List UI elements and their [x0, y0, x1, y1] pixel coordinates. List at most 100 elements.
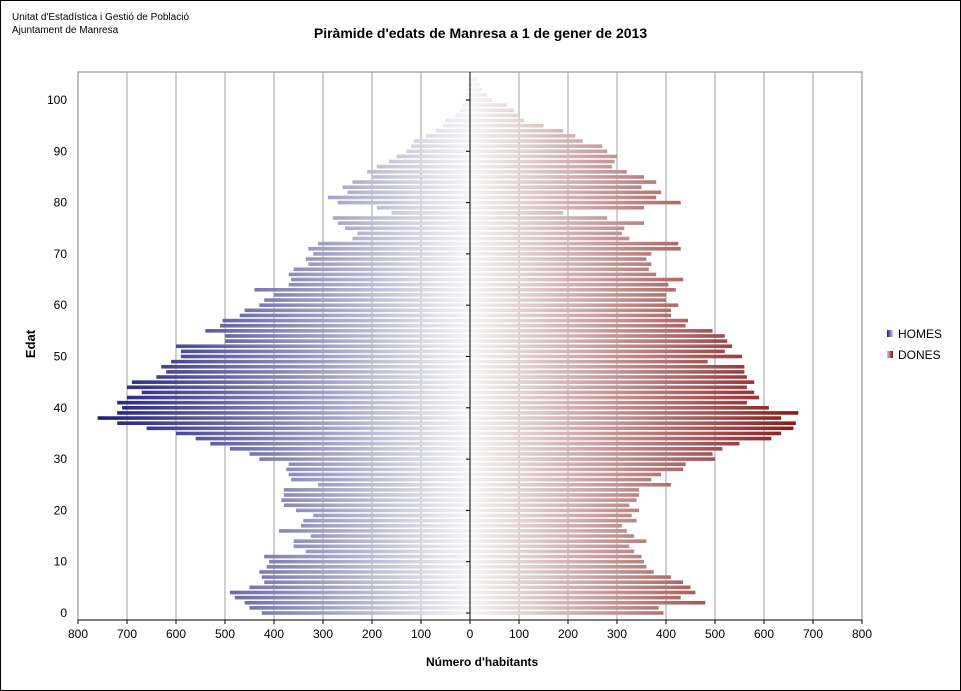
x-tick-label: 400	[656, 627, 676, 641]
bar-homes-age-56	[220, 323, 470, 328]
bar-dones-age-56	[470, 323, 686, 328]
bar-dones-age-51	[470, 349, 725, 354]
bar-dones-age-73	[470, 236, 630, 241]
bar-dones-age-43	[470, 390, 755, 395]
bar-homes-age-36	[146, 426, 470, 431]
bar-dones-age-63	[470, 288, 676, 292]
bar-dones-age-15	[470, 534, 635, 538]
bar-dones-age-35	[470, 431, 782, 436]
bar-dones-age-16	[470, 529, 627, 533]
x-tick-label: 700	[117, 627, 137, 641]
x-tick-label: 300	[313, 627, 333, 641]
bar-homes-age-87	[376, 164, 470, 169]
axes: 800 700 600 500 400 300 200 100 0 100 200 300 400 500…	[47, 72, 872, 641]
y-tick-label: 100	[47, 93, 67, 107]
bar-homes-age-86	[367, 170, 470, 174]
bar-homes-age-11	[264, 554, 470, 559]
x-tick-label: 100	[509, 627, 529, 641]
bar-dones-age-87	[470, 164, 613, 169]
x-tick-label: 400	[264, 627, 284, 641]
bar-homes-age-47	[166, 370, 470, 374]
bar-homes-age-42	[127, 395, 470, 400]
bar-homes-age-84	[352, 180, 470, 184]
bar-dones-age-64	[470, 282, 669, 287]
y-axis-label: Edat	[23, 329, 38, 358]
bar-homes-age-41	[117, 400, 470, 405]
bar-homes-age-52	[176, 344, 470, 349]
bar-homes-age-79	[376, 205, 470, 210]
bar-homes-age-16	[278, 529, 470, 533]
bar-homes-age-104	[468, 77, 470, 82]
bar-dones-age-41	[470, 400, 747, 405]
bar-homes-age-68	[308, 262, 470, 266]
bar-dones-age-66	[470, 272, 657, 277]
bar-dones-age-88	[470, 159, 615, 164]
y-tick-label: 50	[54, 350, 68, 364]
bar-dones-age-60	[470, 303, 679, 307]
bar-dones-age-83	[470, 185, 642, 190]
bar-homes-age-19	[313, 513, 470, 518]
bar-dones-age-31	[470, 452, 713, 456]
bar-homes-age-69	[305, 257, 470, 261]
bar-dones-age-86	[470, 170, 627, 174]
bar-dones-age-54	[470, 334, 725, 338]
bar-dones-age-8	[470, 570, 654, 574]
bar-dones-age-3	[470, 595, 681, 600]
bar-dones-age-82	[470, 190, 662, 195]
bar-dones-age-21	[470, 503, 630, 508]
bar-homes-age-91	[411, 144, 470, 148]
bar-dones-age-27	[470, 472, 662, 477]
bar-dones-age-46	[470, 375, 747, 379]
bar-homes-age-18	[303, 518, 470, 523]
bar-dones-age-77	[470, 216, 608, 220]
bar-dones-age-11	[470, 554, 642, 559]
bar-dones-age-2	[470, 600, 706, 605]
bar-dones-age-32	[470, 447, 723, 451]
bar-dones-age-94	[470, 128, 564, 133]
y-tick-label: 60	[54, 298, 68, 312]
y-tick-label: 90	[54, 144, 68, 158]
bar-dones-age-75	[470, 226, 625, 231]
source-line-1: Unitat d'Estadística i Gestió de Poblaci…	[12, 12, 190, 23]
bar-homes-age-34	[195, 436, 470, 441]
bar-homes-age-54	[225, 334, 470, 338]
bar-dones-age-9	[470, 565, 647, 569]
x-tick-label: 500	[215, 627, 235, 641]
bar-homes-age-83	[342, 185, 470, 190]
bar-homes-age-85	[372, 175, 470, 179]
bar-dones-age-29	[470, 462, 686, 467]
y-tick-label: 0	[60, 606, 67, 620]
bar-homes-age-49	[171, 359, 470, 364]
bar-homes-age-50	[180, 354, 470, 359]
bar-dones-age-71	[470, 246, 681, 251]
y-tick-label: 20	[54, 503, 68, 517]
bar-homes-age-98	[460, 108, 470, 113]
bar-homes-age-63	[254, 288, 470, 292]
y-tick-label: 30	[54, 452, 68, 466]
bar-homes-age-15	[310, 534, 470, 538]
bar-dones-age-103	[470, 82, 480, 87]
bar-homes-age-66	[288, 272, 470, 277]
bar-homes-age-38	[97, 416, 470, 420]
bar-dones-age-17	[470, 523, 622, 528]
bar-dones-age-96	[470, 118, 524, 123]
bar-dones-age-14	[470, 539, 647, 543]
bar-homes-age-46	[156, 375, 470, 379]
bar-homes-age-13	[293, 544, 470, 549]
bar-dones-age-65	[470, 277, 684, 282]
bar-homes-age-39	[117, 411, 470, 415]
bar-dones-age-57	[470, 318, 689, 323]
bar-homes-age-59	[244, 308, 470, 313]
bar-dones-age-61	[470, 298, 666, 302]
source-line-2: Ajuntament de Manresa	[12, 25, 119, 36]
x-tick-label: 500	[705, 627, 725, 641]
bar-dones-age-50	[470, 354, 742, 359]
bar-dones-age-6	[470, 580, 684, 585]
bar-dones-age-49	[470, 359, 708, 364]
bar-homes-age-60	[259, 303, 470, 307]
bar-dones-age-79	[470, 205, 644, 210]
legend-label-homes: HOMES	[898, 327, 943, 341]
x-tick-label: 300	[607, 627, 627, 641]
bar-homes-age-97	[455, 113, 470, 118]
bar-homes-age-62	[274, 293, 470, 297]
